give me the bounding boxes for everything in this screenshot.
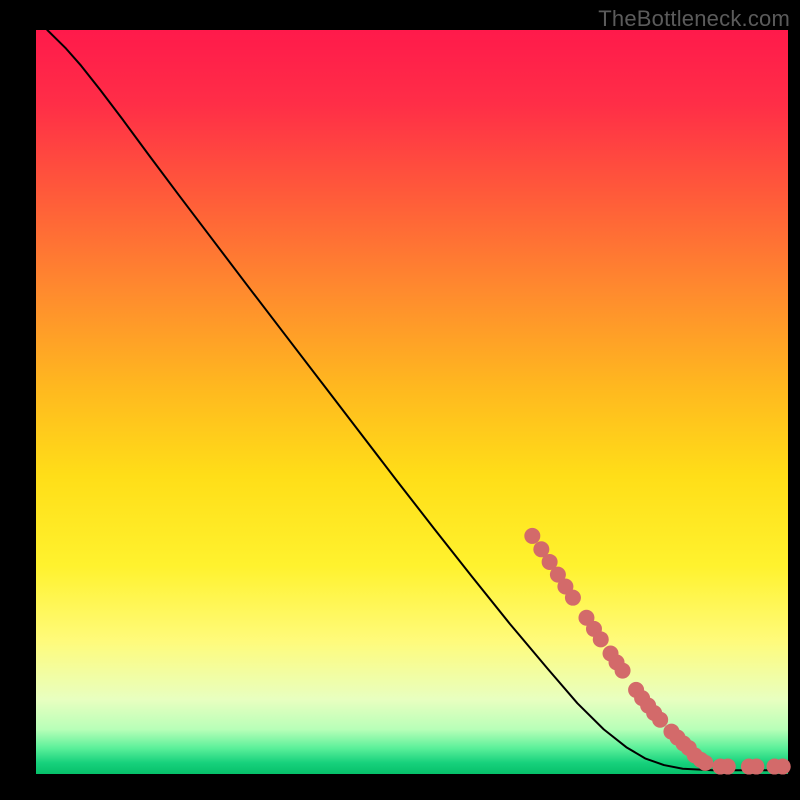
marker-point — [524, 528, 540, 544]
marker-point — [697, 755, 713, 771]
marker-point — [748, 759, 764, 775]
marker-point — [615, 663, 631, 679]
figure-root: TheBottleneck.com — [0, 0, 800, 800]
marker-point — [565, 590, 581, 606]
watermark-label: TheBottleneck.com — [598, 6, 790, 32]
marker-point — [593, 631, 609, 647]
marker-point — [775, 759, 791, 775]
marker-point — [652, 712, 668, 728]
marker-point — [720, 759, 736, 775]
chart-svg — [0, 0, 800, 800]
plot-background-gradient — [36, 30, 788, 774]
